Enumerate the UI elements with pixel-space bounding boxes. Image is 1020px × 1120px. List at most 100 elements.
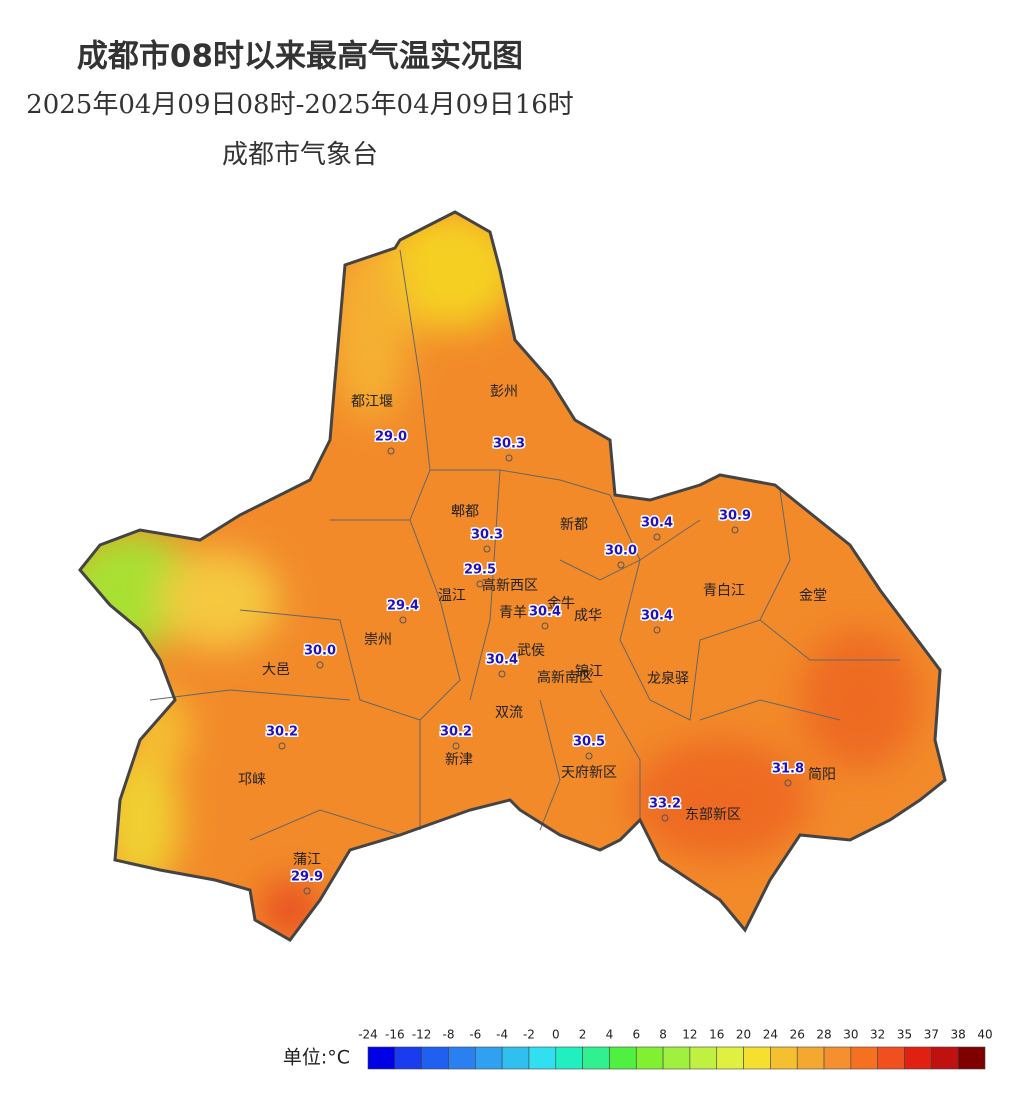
district-label: 新津 [445, 752, 473, 768]
legend-swatch [501, 1046, 530, 1070]
district-label: 东部新区 [685, 807, 741, 823]
legend-tick: 32 [870, 1028, 885, 1042]
district-label: 锦江 [575, 663, 603, 680]
legend-swatch [904, 1046, 932, 1070]
district-borders [149, 249, 900, 841]
station-marker [541, 622, 549, 630]
legend-swatch [582, 1046, 610, 1070]
legend-swatch [743, 1046, 771, 1070]
legend-swatch [528, 1046, 557, 1070]
station-value: 29.4 [387, 599, 419, 614]
legend-swatch [716, 1046, 744, 1070]
legend-swatch [448, 1046, 476, 1070]
legend-swatch [957, 1046, 986, 1070]
legend-swatch [796, 1046, 825, 1070]
station-value: 30.3 [493, 437, 525, 452]
legend-swatch [877, 1046, 905, 1070]
station-marker [399, 616, 407, 624]
legend-swatch [823, 1046, 852, 1070]
legend-tick: 28 [816, 1028, 831, 1042]
legend-tick: 40 [977, 1028, 992, 1042]
station-marker [483, 545, 491, 553]
district-label: 彭州 [490, 384, 518, 400]
station-value: 29.5 [464, 563, 496, 578]
station-value: 30.5 [573, 735, 605, 750]
station-value: 30.4 [641, 609, 673, 624]
legend-tick: -8 [442, 1028, 454, 1042]
district-label: 天府新区 [561, 765, 617, 781]
legend-tick: -2 [523, 1028, 535, 1042]
district-label: 邛崃 [238, 772, 266, 788]
district-label: 青羊 [499, 605, 527, 621]
district-label: 温江 [438, 588, 466, 604]
station-marker [476, 580, 484, 588]
legend-tick: 0 [552, 1028, 560, 1042]
legend-swatch [850, 1046, 878, 1070]
legend-swatch [394, 1046, 422, 1070]
station-value: 30.2 [266, 725, 298, 740]
source: 成都市气象台 [222, 140, 378, 170]
station-marker [661, 814, 669, 822]
station-marker [316, 661, 324, 669]
district-label: 郫都 [451, 504, 479, 520]
station-value: 30.2 [440, 725, 472, 740]
station-marker [784, 779, 792, 787]
station-marker [617, 561, 625, 569]
legend-unit: 单位:°C [283, 1047, 350, 1069]
legend-swatch [770, 1046, 798, 1070]
district-label: 青白江 [703, 583, 745, 599]
legend-tick: 20 [736, 1028, 751, 1042]
legend-swatch [689, 1046, 718, 1070]
district-label: 都江堰 [351, 394, 393, 410]
legend-swatch [931, 1046, 959, 1070]
district-label: 新都 [560, 517, 588, 533]
legend-tick: 35 [897, 1028, 912, 1042]
legend-tick: -6 [469, 1028, 481, 1042]
legend-swatch [635, 1046, 664, 1070]
district-label: 崇州 [364, 632, 392, 648]
station-marker [278, 742, 286, 750]
station-value: 30.4 [529, 605, 561, 620]
district-label: 金牛 [547, 596, 575, 612]
station-value: 30.0 [605, 544, 637, 559]
legend-swatch [421, 1046, 449, 1070]
station-value: 30.4 [486, 653, 518, 668]
station-value: 30.9 [719, 509, 751, 524]
map-title: 成都市08时以来最高气温实况图 [77, 39, 523, 75]
district-label: 武侯 [517, 643, 545, 659]
legend-swatch [475, 1046, 503, 1070]
legend-tick: 24 [763, 1028, 778, 1042]
legend-tick: -24 [358, 1028, 378, 1042]
legend-swatch [367, 1046, 396, 1070]
station-value: 30.3 [471, 528, 503, 543]
station-value: 31.8 [772, 762, 804, 777]
station-marker [387, 447, 395, 455]
legend-swatch [662, 1046, 691, 1070]
legend-swatch [609, 1046, 637, 1070]
district-label: 蒲江 [293, 852, 321, 868]
station-marker [303, 887, 311, 895]
station-value: 29.0 [375, 430, 407, 445]
legend-tick: -12 [412, 1028, 432, 1042]
period: 2025年04月09日08时-2025年04月09日16时 [26, 90, 574, 120]
legend-tick: -16 [385, 1028, 405, 1042]
district-label: 简阳 [808, 766, 836, 783]
district-label: 高新西区 [482, 577, 538, 594]
station-marker [585, 752, 593, 760]
legend-tick: 26 [790, 1028, 805, 1042]
station-marker [731, 526, 739, 534]
legend-tick: 30 [843, 1028, 858, 1042]
legend-tick: 6 [632, 1028, 640, 1042]
station-value: 33.2 [649, 797, 681, 812]
district-label: 金堂 [799, 588, 827, 604]
legend-swatch [555, 1046, 583, 1070]
legend-tick: 16 [709, 1028, 724, 1042]
station-value: 29.9 [291, 870, 323, 885]
legend-tick: 8 [659, 1028, 667, 1042]
station-value: 30.4 [641, 516, 673, 531]
district-label: 成华 [574, 608, 602, 624]
station-marker [505, 454, 513, 462]
district-label: 双流 [495, 705, 523, 721]
district-label: 高新南区 [537, 669, 593, 686]
